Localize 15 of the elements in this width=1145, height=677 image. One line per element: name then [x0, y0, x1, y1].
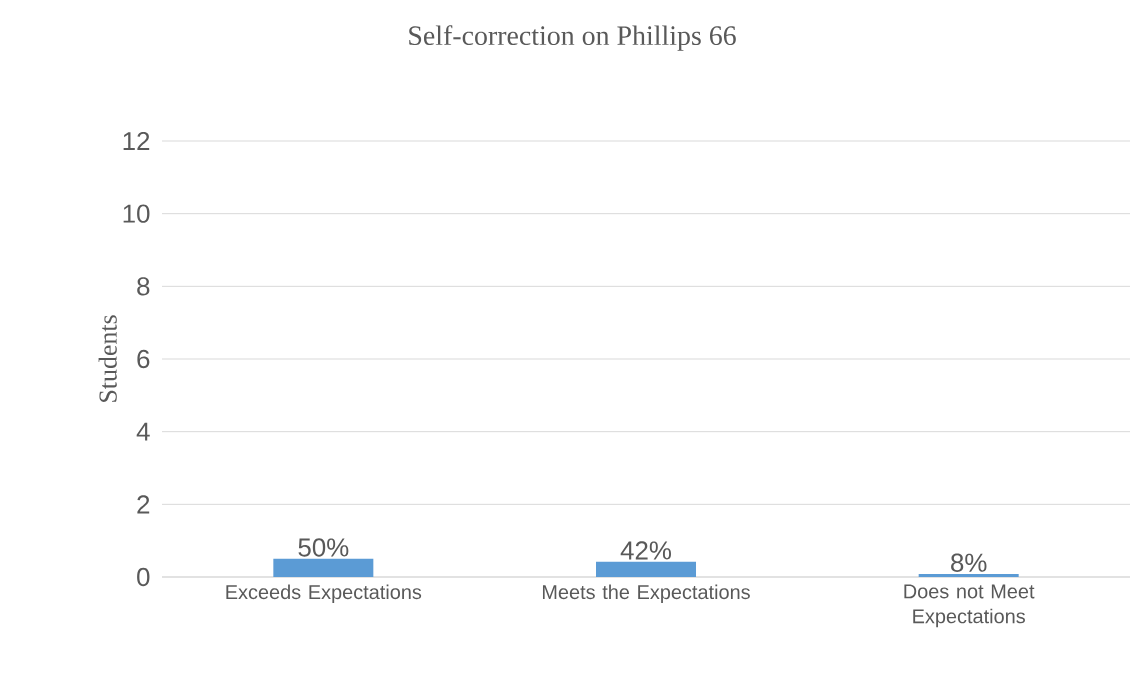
y-axis-title: Students [98, 315, 117, 402]
y-tick-label: 4 [136, 422, 150, 441]
x-tick-label: Does not Meet Expectations [904, 584, 1035, 628]
y-tick-label: 0 [137, 567, 150, 587]
data-label: 8% [951, 553, 987, 572]
y-tick-label: 2 [137, 495, 150, 514]
y-tick-label: 6 [137, 349, 150, 369]
x-tick-label: Meets the Expectations [542, 584, 750, 604]
chart-title: Self-correction on Phillips 66 [409, 25, 736, 51]
y-tick-label: 12 [123, 131, 150, 151]
y-tick-label: 10 [123, 204, 150, 223]
data-label: 50% [298, 538, 349, 557]
x-tick-label: Exceeds Expectations [226, 584, 422, 604]
data-label: 42% [620, 541, 671, 560]
y-tick-label: 8 [137, 277, 150, 296]
